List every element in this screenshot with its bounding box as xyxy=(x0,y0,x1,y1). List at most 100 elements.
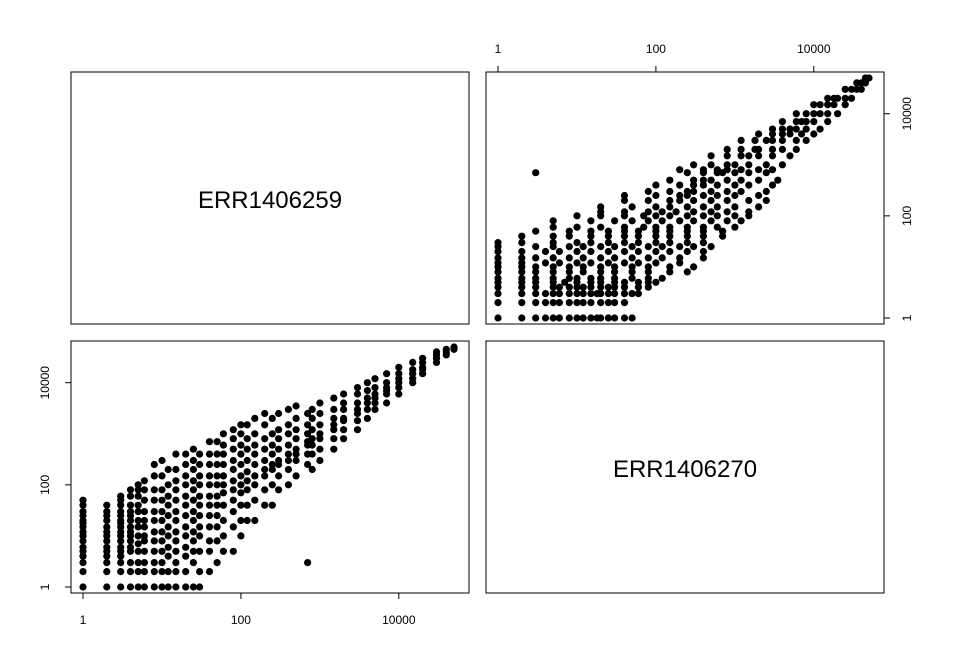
data-point xyxy=(150,537,158,545)
data-point xyxy=(518,232,526,240)
data-point xyxy=(134,492,142,500)
data-point xyxy=(316,456,324,465)
tick-label: 1 xyxy=(38,583,52,590)
data-point xyxy=(182,460,190,469)
data-point xyxy=(555,259,564,267)
data-point xyxy=(762,196,770,205)
data-point xyxy=(261,445,269,453)
data-point xyxy=(541,259,550,267)
variable-label-err1406270: ERR1406270 xyxy=(613,456,757,483)
data-point xyxy=(658,208,666,216)
data-point xyxy=(658,274,666,282)
data-point xyxy=(237,516,245,525)
data-point xyxy=(841,94,849,102)
data-point xyxy=(308,414,316,422)
data-point xyxy=(140,532,148,540)
data-point xyxy=(518,268,526,276)
data-point xyxy=(237,430,245,438)
data-point xyxy=(229,486,237,494)
data-point xyxy=(243,456,251,465)
data-point xyxy=(172,547,180,555)
data-point xyxy=(158,516,166,525)
data-point xyxy=(587,274,595,282)
data-point xyxy=(330,405,338,413)
data-point xyxy=(644,263,652,271)
data-point xyxy=(683,187,691,196)
data-point xyxy=(541,247,550,256)
data-point xyxy=(172,486,180,494)
data-point xyxy=(182,472,190,480)
data-point xyxy=(707,208,715,216)
data-point xyxy=(597,263,605,271)
data-point xyxy=(243,435,251,443)
data-point xyxy=(237,501,245,509)
data-point xyxy=(158,568,166,576)
data-point xyxy=(620,290,629,298)
data-point xyxy=(778,125,787,133)
data-point xyxy=(172,496,180,504)
data-point xyxy=(213,438,221,446)
data-point xyxy=(634,290,643,298)
data-point xyxy=(620,232,629,240)
data-point xyxy=(134,486,142,494)
data-point xyxy=(755,176,763,184)
data-point xyxy=(134,540,142,548)
data-point xyxy=(196,472,204,480)
data-point xyxy=(172,537,180,545)
data-point xyxy=(707,243,715,251)
data-point xyxy=(284,441,292,449)
data-point xyxy=(205,523,214,531)
data-point xyxy=(213,501,221,509)
data-point xyxy=(196,583,204,591)
data-point xyxy=(304,559,312,567)
data-point xyxy=(251,450,259,458)
data-point xyxy=(640,223,648,231)
data-point xyxy=(395,363,403,371)
data-point xyxy=(284,456,292,465)
data-point xyxy=(126,559,135,567)
data-point xyxy=(666,212,674,220)
data-point xyxy=(652,259,660,267)
data-point xyxy=(620,208,629,216)
data-point xyxy=(292,445,300,453)
data-point xyxy=(219,489,227,497)
data-point xyxy=(189,445,197,453)
data-point xyxy=(196,547,204,555)
data-point xyxy=(604,232,613,240)
data-point xyxy=(292,402,300,410)
data-point xyxy=(340,414,348,422)
panel-scatter-top-right: 1 100 10000 1 100 10000 xyxy=(485,42,914,325)
data-point xyxy=(353,384,362,392)
data-point xyxy=(762,169,770,177)
data-point xyxy=(834,110,842,118)
data-point xyxy=(219,547,227,555)
data-point xyxy=(251,460,259,469)
data-point xyxy=(549,217,557,225)
data-point xyxy=(532,268,540,276)
data-point xyxy=(755,203,763,211)
data-point xyxy=(261,421,269,429)
data-point xyxy=(268,501,276,509)
data-point xyxy=(658,254,666,262)
data-point xyxy=(723,187,731,196)
data-point xyxy=(597,243,605,251)
data-point xyxy=(555,314,564,322)
data-point xyxy=(395,390,403,398)
data-point xyxy=(126,508,135,516)
data-point xyxy=(778,145,787,153)
data-point xyxy=(672,208,680,216)
data-point xyxy=(150,508,158,516)
data-point xyxy=(340,399,348,407)
data-point xyxy=(134,516,142,525)
data-point xyxy=(676,259,684,267)
data-point xyxy=(196,511,204,520)
data-point xyxy=(579,268,587,276)
data-point xyxy=(268,441,276,449)
data-point xyxy=(117,559,125,567)
data-point xyxy=(699,203,708,211)
data-point xyxy=(237,460,245,469)
data-point xyxy=(628,254,636,262)
data-point xyxy=(676,166,684,174)
data-point xyxy=(353,426,362,434)
data-point xyxy=(164,492,172,500)
